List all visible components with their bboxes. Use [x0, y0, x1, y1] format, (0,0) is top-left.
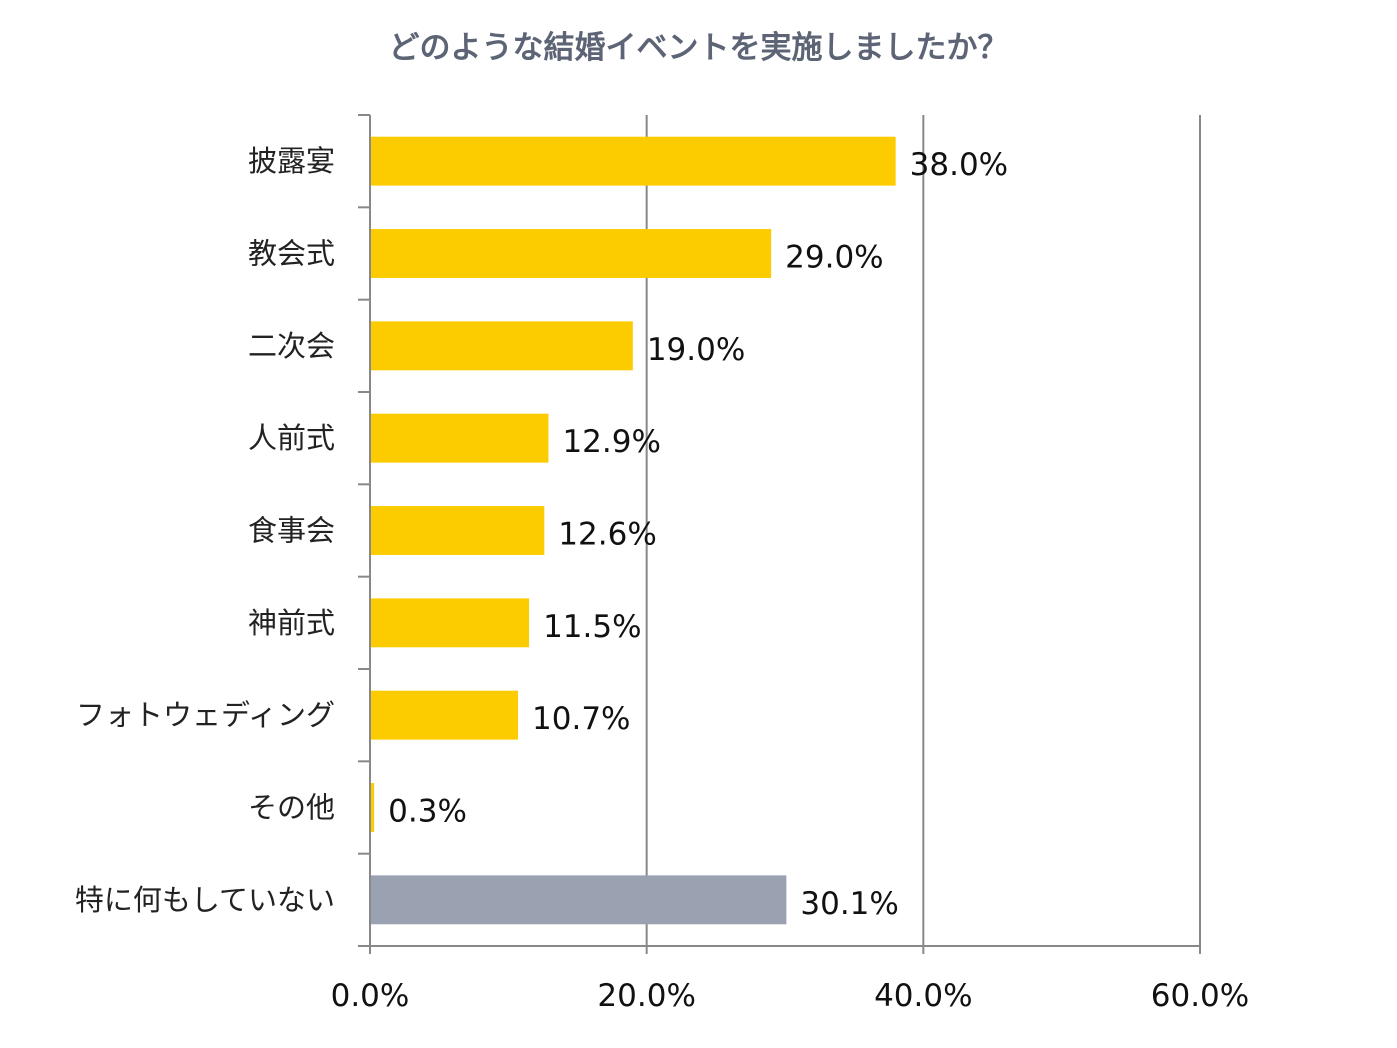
- x-tick-label: 20.0%: [597, 978, 695, 1014]
- x-tick-label: 40.0%: [874, 978, 972, 1014]
- value-label: 11.5%: [543, 609, 641, 645]
- category-label: 披露宴: [248, 144, 335, 178]
- value-label: 29.0%: [785, 240, 883, 276]
- category-label: フォトウェディング: [76, 698, 335, 732]
- bar: [370, 690, 519, 740]
- category-label: 二次会: [248, 329, 335, 363]
- bar: [370, 875, 787, 925]
- category-label: 人前式: [248, 421, 335, 455]
- chart-title: どのような結婚イベントを実施しましたか？: [388, 30, 1009, 66]
- bar: [370, 506, 545, 555]
- bar: [370, 783, 375, 832]
- value-label: 38.0%: [910, 147, 1008, 183]
- bar: [370, 598, 530, 648]
- bar: [370, 413, 549, 463]
- value-label: 0.3%: [388, 794, 467, 830]
- bar: [370, 229, 772, 278]
- category-label: 特に何もしていない: [75, 883, 335, 917]
- category-label: 教会式: [248, 237, 335, 271]
- value-label: 30.1%: [800, 886, 898, 922]
- value-label: 10.7%: [532, 701, 630, 737]
- x-tick-label: 0.0%: [331, 978, 410, 1014]
- value-label: 12.6%: [558, 517, 656, 553]
- category-label: 神前式: [248, 606, 335, 640]
- category-label: その他: [248, 791, 335, 825]
- value-label: 12.9%: [562, 424, 660, 460]
- bar: [370, 321, 633, 371]
- x-tick-label: 60.0%: [1151, 978, 1249, 1014]
- bar: [370, 136, 896, 186]
- value-label: 19.0%: [647, 332, 745, 368]
- category-label: 食事会: [248, 514, 335, 548]
